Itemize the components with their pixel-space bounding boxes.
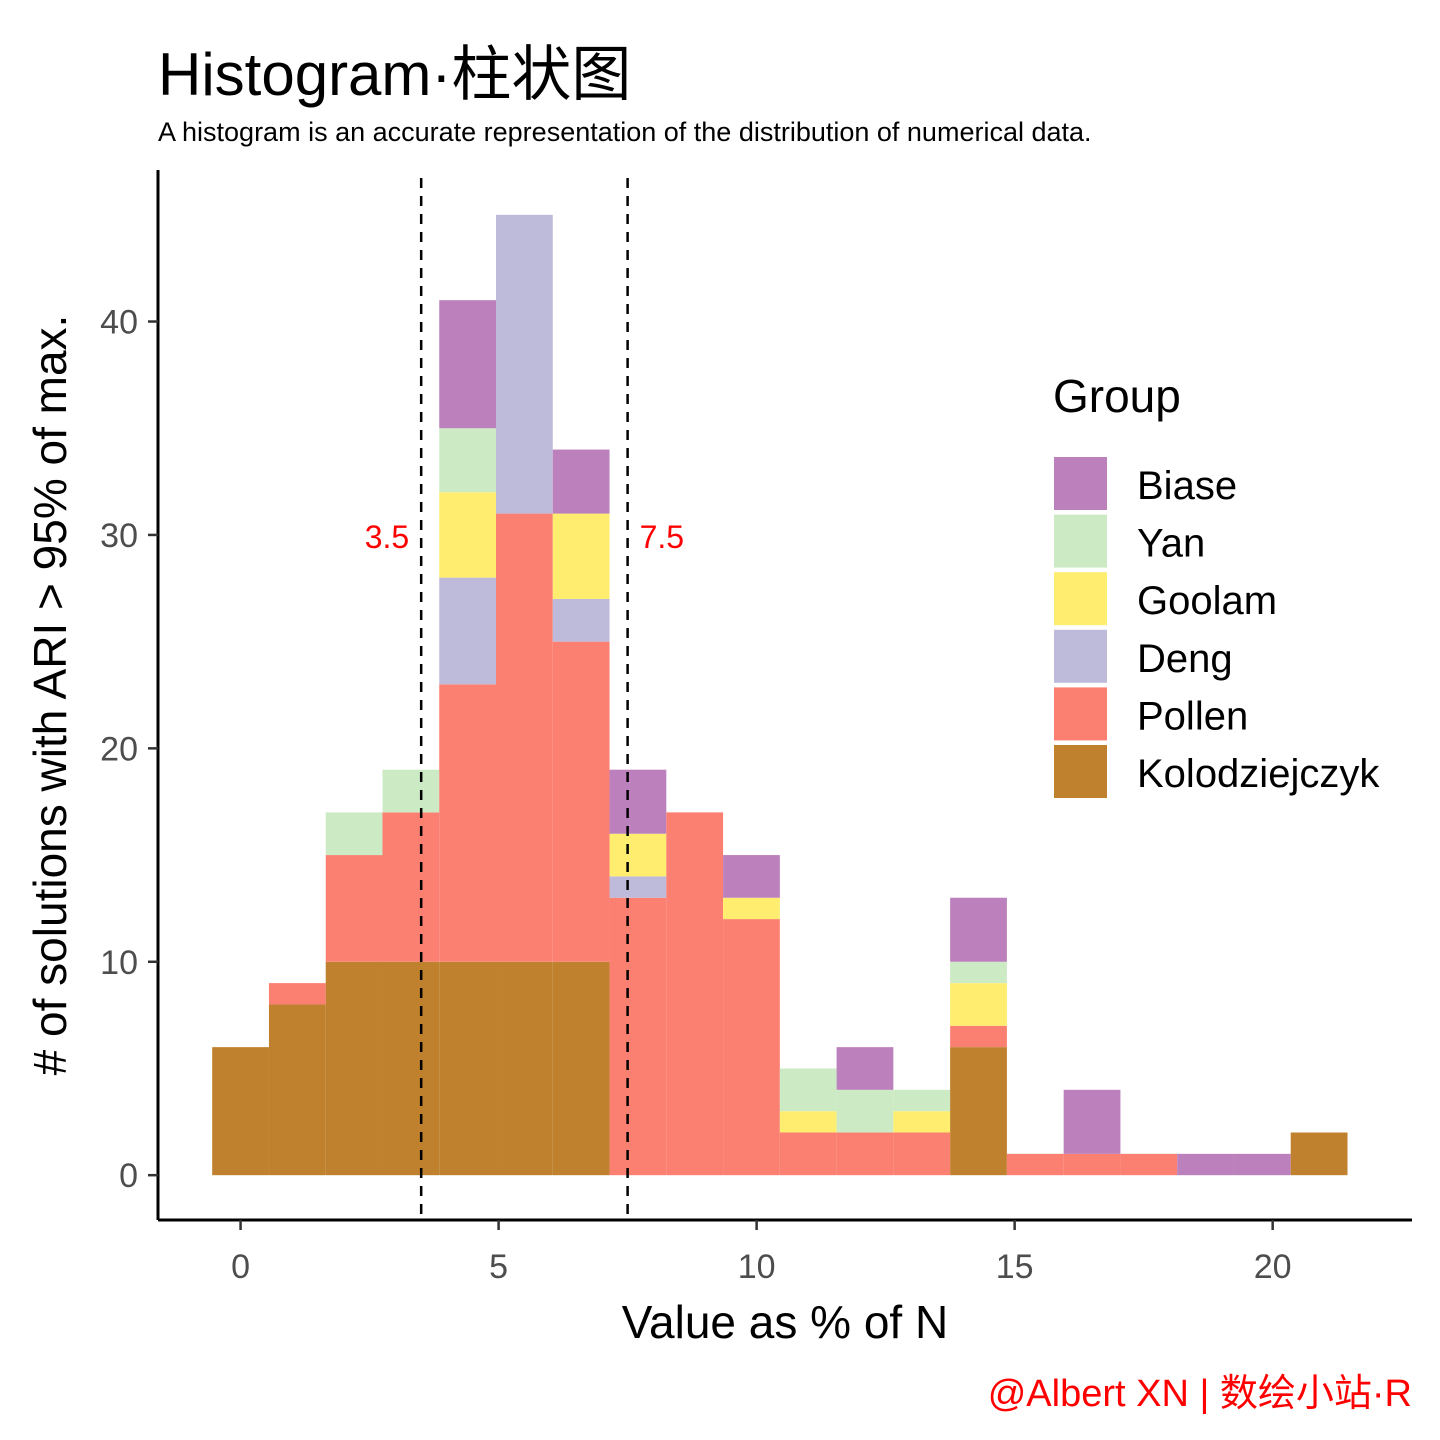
bar-biase-bin-9 bbox=[723, 855, 780, 898]
y-tick-label-10: 10 bbox=[100, 944, 138, 982]
bar-yan-bin-13 bbox=[950, 961, 1007, 984]
bar-yan-bin-12 bbox=[893, 1089, 951, 1112]
bar-pollen-bin-11 bbox=[836, 1132, 894, 1176]
bar-pollen-bin-14 bbox=[1006, 1153, 1064, 1176]
x-tick-label-20: 20 bbox=[1254, 1248, 1292, 1286]
legend-title: Group bbox=[1053, 370, 1181, 422]
bar-biase-bin-11 bbox=[836, 1047, 894, 1090]
bar-pollen-bin-6 bbox=[552, 641, 610, 962]
legend-label-kolodziejczyk: Kolodziejczyk bbox=[1137, 752, 1380, 796]
bar-pollen-bin-4 bbox=[439, 684, 497, 962]
bar-biase-bin-6 bbox=[552, 449, 610, 514]
y-tick-label-20: 20 bbox=[100, 730, 138, 768]
bar-pollen-bin-12 bbox=[893, 1132, 951, 1176]
bar-goolam-bin-7 bbox=[609, 833, 667, 877]
x-tick-label-15: 15 bbox=[996, 1248, 1034, 1286]
legend-key-deng bbox=[1054, 629, 1107, 683]
axes: 0 5 10 15 20 0 10 20 30 40 bbox=[100, 170, 1412, 1286]
x-tick-label-10: 10 bbox=[738, 1248, 776, 1286]
bar-deng-bin-5 bbox=[496, 214, 553, 514]
bar-pollen-bin-10 bbox=[779, 1132, 837, 1176]
bar-biase-bin-15 bbox=[1063, 1089, 1121, 1154]
bar-yan-bin-3 bbox=[382, 769, 440, 813]
bar-kolodziejczyk-bin-4 bbox=[439, 961, 497, 1176]
legend-label-pollen: Pollen bbox=[1137, 694, 1248, 738]
bar-biase-bin-13 bbox=[950, 897, 1007, 962]
y-axis-title: # of solutions with ARI > 95% of max. bbox=[24, 315, 76, 1076]
bar-yan-bin-2 bbox=[325, 812, 383, 856]
bar-pollen-bin-13 bbox=[950, 1025, 1007, 1048]
bar-kolodziejczyk-bin-0 bbox=[212, 1047, 269, 1176]
bar-kolodziejczyk-bin-6 bbox=[552, 961, 610, 1176]
legend-key-pollen bbox=[1054, 687, 1107, 741]
bar-pollen-bin-15 bbox=[1063, 1153, 1121, 1176]
bar-kolodziejczyk-bin-3 bbox=[382, 961, 440, 1176]
bar-layer bbox=[212, 214, 1348, 1176]
legend-label-yan: Yan bbox=[1137, 522, 1205, 566]
bar-goolam-bin-9 bbox=[723, 897, 780, 920]
chart-title: Histogram·柱状图 bbox=[158, 41, 632, 108]
bar-biase-bin-17 bbox=[1177, 1153, 1234, 1176]
legend-key-biase bbox=[1054, 457, 1107, 510]
bar-yan-bin-11 bbox=[836, 1089, 894, 1133]
bar-pollen-bin-9 bbox=[723, 919, 780, 1176]
bar-goolam-bin-4 bbox=[439, 492, 497, 578]
bar-yan-bin-4 bbox=[439, 428, 497, 493]
bar-pollen-bin-16 bbox=[1120, 1153, 1178, 1176]
bar-biase-bin-18 bbox=[1233, 1153, 1291, 1176]
bar-goolam-bin-12 bbox=[893, 1111, 951, 1133]
bar-kolodziejczyk-bin-19 bbox=[1290, 1132, 1348, 1176]
x-axis-title: Value as % of N bbox=[622, 1296, 948, 1348]
bar-pollen-bin-5 bbox=[496, 513, 553, 962]
y-tick-label-40: 40 bbox=[100, 304, 138, 342]
legend-key-yan bbox=[1054, 514, 1107, 568]
bar-pollen-bin-1 bbox=[268, 983, 326, 1005]
bar-goolam-bin-10 bbox=[779, 1111, 837, 1133]
bar-biase-bin-4 bbox=[439, 300, 497, 429]
vline-label-3.5: 3.5 bbox=[365, 519, 409, 555]
bar-pollen-bin-8 bbox=[666, 812, 724, 1176]
bar-kolodziejczyk-bin-5 bbox=[496, 961, 553, 1176]
y-tick-label-30: 30 bbox=[100, 517, 138, 555]
bar-yan-bin-10 bbox=[779, 1068, 837, 1112]
bar-pollen-bin-2 bbox=[325, 855, 383, 962]
bar-deng-bin-6 bbox=[552, 598, 610, 642]
bar-kolodziejczyk-bin-2 bbox=[325, 961, 383, 1176]
vline-label-7.5: 7.5 bbox=[640, 519, 684, 555]
chart-subtitle: A histogram is an accurate representatio… bbox=[158, 117, 1092, 147]
legend: Group Biase Yan Goolam Deng Pollen Kolodziejc… bbox=[1053, 370, 1380, 798]
bar-deng-bin-4 bbox=[439, 577, 497, 685]
x-tick-label-5: 5 bbox=[489, 1248, 508, 1286]
reference-lines: 3.5 7.5 bbox=[365, 178, 684, 1220]
bar-kolodziejczyk-bin-1 bbox=[268, 1004, 326, 1176]
caption-watermark: @Albert XN | 数绘小站·R bbox=[987, 1373, 1412, 1415]
legend-label-goolam: Goolam bbox=[1137, 579, 1277, 623]
y-tick-label-0: 0 bbox=[119, 1157, 138, 1195]
legend-key-kolodziejczyk bbox=[1054, 745, 1107, 798]
x-tick-label-0: 0 bbox=[231, 1248, 250, 1286]
bar-kolodziejczyk-bin-13 bbox=[950, 1047, 1007, 1176]
legend-key-goolam bbox=[1054, 572, 1107, 626]
legend-label-biase: Biase bbox=[1137, 464, 1237, 508]
bar-biase-bin-7 bbox=[609, 769, 667, 834]
bar-deng-bin-7 bbox=[609, 876, 667, 898]
bar-pollen-bin-3 bbox=[382, 812, 440, 962]
bar-goolam-bin-6 bbox=[552, 513, 610, 599]
legend-label-deng: Deng bbox=[1137, 637, 1233, 681]
bar-pollen-bin-7 bbox=[609, 897, 667, 1176]
bar-goolam-bin-13 bbox=[950, 983, 1007, 1026]
